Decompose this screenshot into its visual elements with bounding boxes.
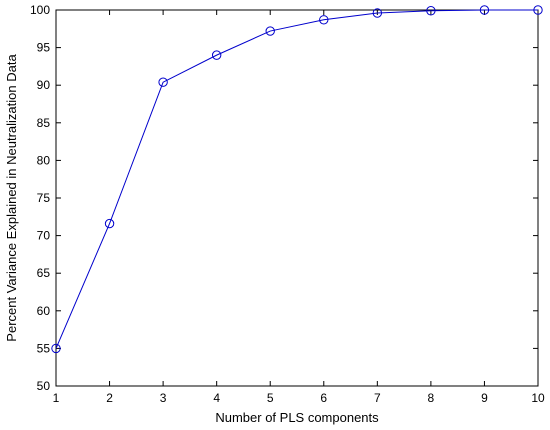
x-tick-label: 1 [53,391,60,405]
data-point [265,26,275,36]
data-point [426,6,436,16]
y-tick-label: 90 [37,78,51,92]
x-tick-label: 3 [160,391,167,405]
series-layer [51,5,543,354]
y-tick-label: 85 [37,116,51,130]
y-tick-label: 100 [30,3,50,17]
x-axis-label: Number of PLS components [215,410,379,425]
data-point [158,77,168,87]
x-tick-label: 6 [320,391,327,405]
data-point [211,50,222,60]
data-point [479,5,490,15]
data-point [372,8,383,18]
y-tick-label: 95 [37,41,51,55]
x-tick-label: 2 [106,391,113,405]
y-tick-label: 75 [37,191,51,205]
series-line [55,9,538,349]
y-tick-label: 80 [37,153,51,167]
x-tick-label: 10 [531,391,545,405]
y-axis-label: Percent Variance Explained in Neutraliza… [4,54,19,342]
plot-area [55,9,539,387]
data-point [51,343,61,354]
y-tick-label: 60 [37,304,51,318]
x-tick-label: 9 [481,391,488,405]
y-tick-label: 70 [37,229,51,243]
data-point [104,218,115,229]
x-tick-label: 8 [428,391,435,405]
y-tick-label: 65 [37,266,51,280]
x-tick-label: 5 [267,391,274,405]
y-tick-label: 55 [37,341,51,355]
y-tick-label: 50 [37,379,51,393]
x-tick-label: 7 [374,391,381,405]
x-tick-label: 4 [213,391,220,405]
data-point [533,5,543,15]
data-point [319,15,329,25]
